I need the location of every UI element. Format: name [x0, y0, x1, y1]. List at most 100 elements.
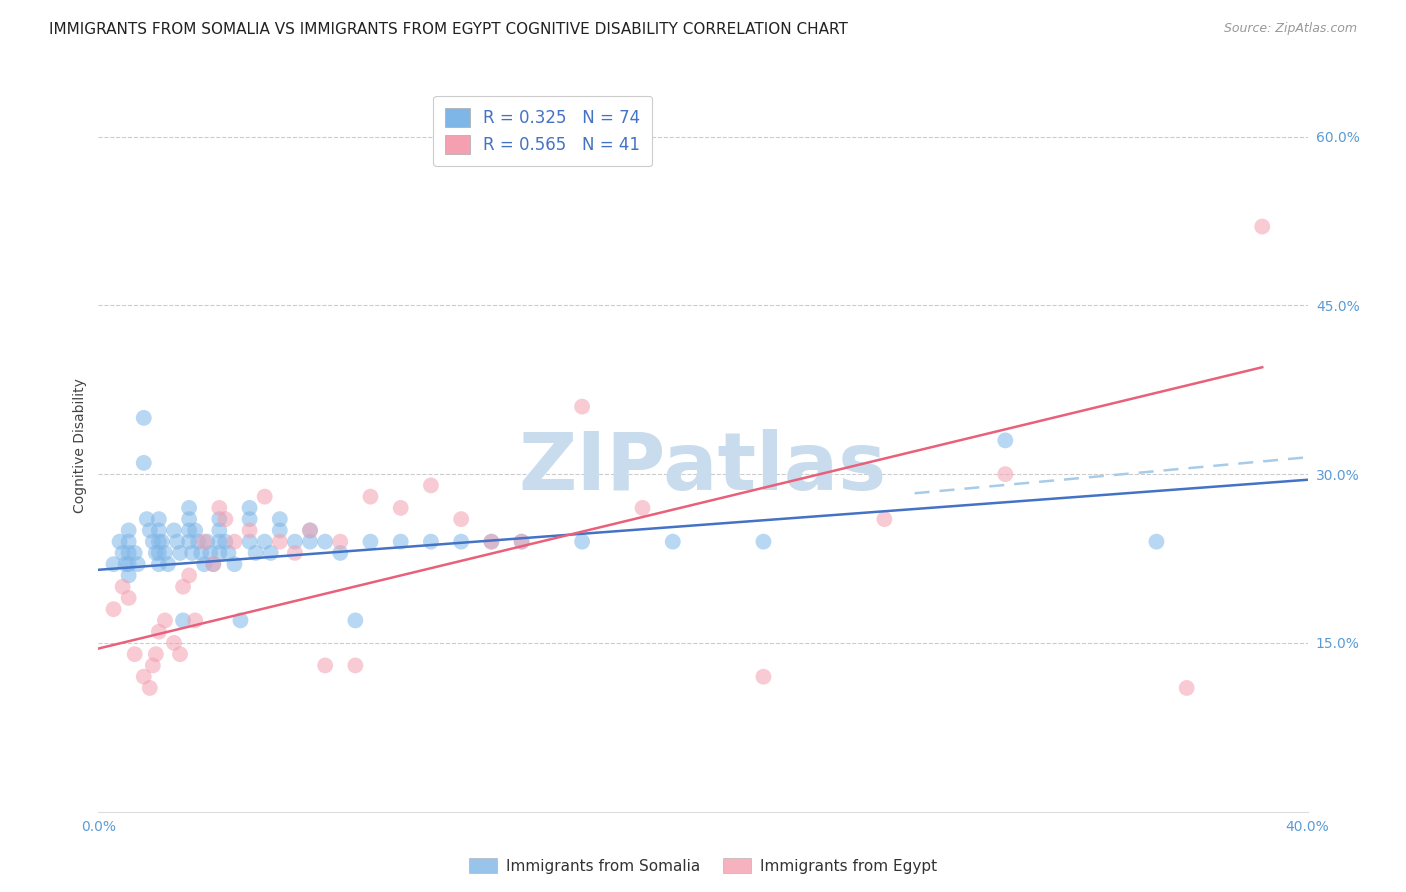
Point	[193, 557, 215, 571]
Point	[179, 534, 201, 549]
Point	[239, 500, 262, 515]
Point	[179, 512, 201, 526]
Point	[200, 546, 222, 560]
Point	[195, 534, 218, 549]
Point	[1144, 534, 1167, 549]
Point	[269, 534, 291, 549]
Point	[118, 546, 141, 560]
Point	[142, 658, 165, 673]
Point	[148, 546, 170, 560]
Point	[169, 546, 191, 560]
Point	[631, 500, 654, 515]
Point	[208, 546, 231, 560]
Legend: R = 0.325   N = 74, R = 0.565   N = 41: R = 0.325 N = 74, R = 0.565 N = 41	[433, 96, 652, 166]
Point	[224, 534, 246, 549]
Point	[150, 534, 173, 549]
Point	[329, 534, 352, 549]
Point	[420, 534, 443, 549]
Point	[163, 636, 186, 650]
Point	[127, 557, 149, 571]
Point	[245, 546, 267, 560]
Point	[132, 456, 155, 470]
Point	[253, 534, 276, 549]
Point	[193, 534, 215, 549]
Point	[389, 500, 412, 515]
Point	[752, 670, 775, 684]
Point	[450, 512, 472, 526]
Point	[752, 534, 775, 549]
Point	[103, 602, 125, 616]
Point	[229, 614, 252, 628]
Point	[269, 524, 291, 538]
Point	[179, 568, 201, 582]
Point	[344, 658, 367, 673]
Point	[284, 546, 307, 560]
Point	[299, 534, 322, 549]
Point	[239, 534, 262, 549]
Point	[145, 647, 167, 661]
Point	[181, 546, 204, 560]
Text: Source: ZipAtlas.com: Source: ZipAtlas.com	[1223, 22, 1357, 36]
Point	[108, 534, 131, 549]
Point	[132, 670, 155, 684]
Point	[208, 534, 231, 549]
Point	[135, 512, 157, 526]
Point	[314, 658, 336, 673]
Point	[111, 546, 134, 560]
Point	[111, 580, 134, 594]
Point	[190, 546, 212, 560]
Point	[169, 647, 191, 661]
Point	[179, 524, 201, 538]
Point	[202, 557, 225, 571]
Point	[299, 524, 322, 538]
Point	[184, 614, 207, 628]
Point	[163, 524, 186, 538]
Point	[172, 580, 194, 594]
Point	[124, 647, 146, 661]
Point	[260, 546, 283, 560]
Point	[253, 490, 276, 504]
Point	[510, 534, 533, 549]
Point	[139, 681, 162, 695]
Point	[132, 410, 155, 425]
Point	[314, 534, 336, 549]
Point	[360, 534, 382, 549]
Point	[142, 534, 165, 549]
Point	[994, 467, 1017, 482]
Point	[571, 534, 593, 549]
Point	[202, 557, 225, 571]
Point	[481, 534, 503, 549]
Point	[148, 524, 170, 538]
Point	[224, 557, 246, 571]
Point	[208, 524, 231, 538]
Point	[389, 534, 412, 549]
Text: ZIPatlas: ZIPatlas	[519, 429, 887, 507]
Point	[208, 512, 231, 526]
Point	[994, 434, 1017, 448]
Point	[360, 490, 382, 504]
Point	[148, 534, 170, 549]
Point	[1251, 219, 1274, 234]
Point	[510, 534, 533, 549]
Point	[1175, 681, 1198, 695]
Point	[239, 524, 262, 538]
Point	[118, 568, 141, 582]
Point	[661, 534, 683, 549]
Point	[214, 512, 236, 526]
Point	[124, 546, 146, 560]
Point	[217, 546, 239, 560]
Point	[166, 534, 188, 549]
Point	[299, 524, 322, 538]
Point	[208, 500, 231, 515]
Point	[481, 534, 503, 549]
Point	[179, 500, 201, 515]
Point	[239, 512, 262, 526]
Point	[329, 546, 352, 560]
Point	[153, 546, 176, 560]
Point	[148, 624, 170, 639]
Point	[118, 557, 141, 571]
Point	[148, 512, 170, 526]
Point	[187, 534, 209, 549]
Point	[153, 614, 176, 628]
Point	[172, 614, 194, 628]
